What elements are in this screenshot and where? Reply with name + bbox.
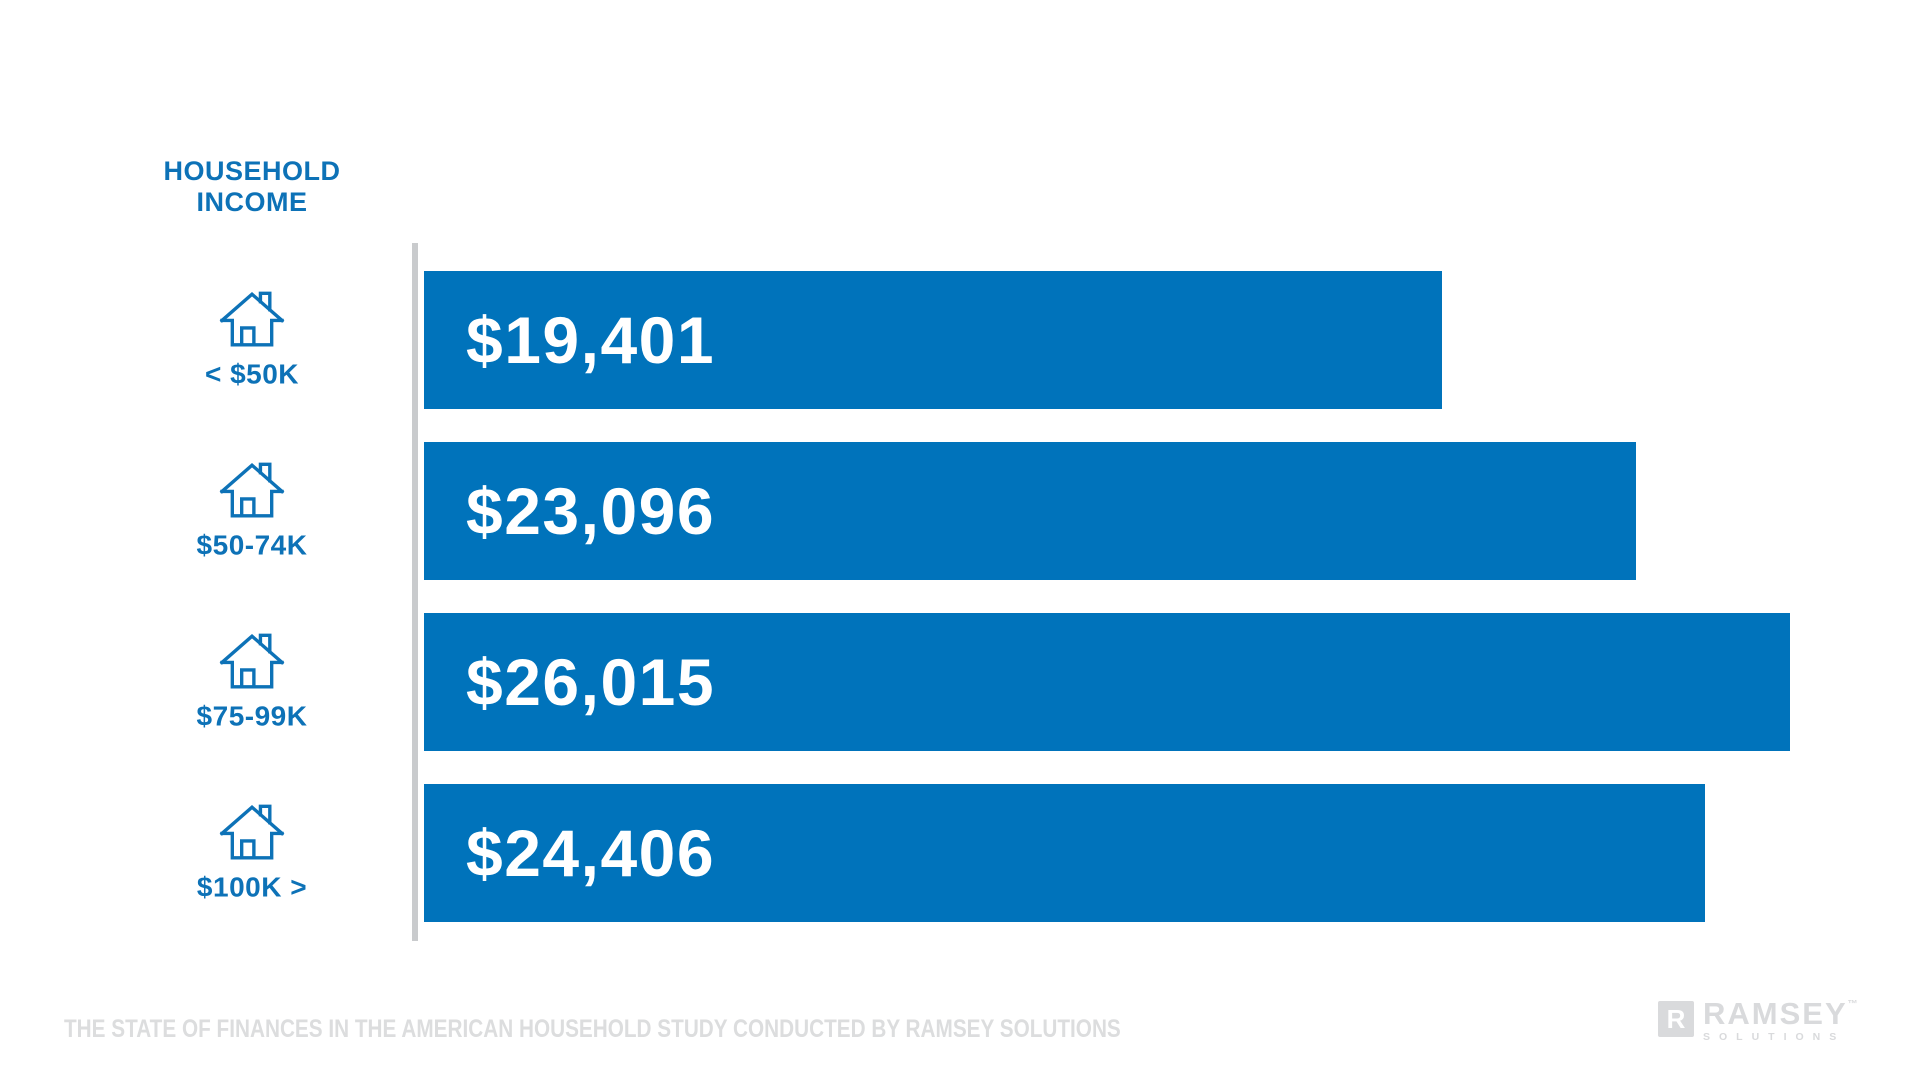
logo-brand-text: RAMSEY™: [1703, 996, 1858, 1031]
bar-value-label: $23,096: [466, 474, 716, 548]
bar-value-label: $26,015: [466, 645, 716, 719]
bar-value-label: $24,406: [466, 816, 716, 890]
bar: $26,015: [424, 613, 1790, 751]
bar: $24,406: [424, 784, 1705, 922]
chart-row: $50-74K $23,096: [0, 442, 1920, 580]
category-label-group: $75-99K: [160, 632, 344, 733]
chart-row: < $50K $19,401: [0, 271, 1920, 409]
bar: $23,096: [424, 442, 1636, 580]
category-label-group: $50-74K: [160, 461, 344, 562]
trademark-symbol: ™: [1847, 999, 1858, 1010]
house-icon: [219, 804, 285, 860]
bar-value-label: $19,401: [466, 303, 716, 377]
ramsey-solutions-logo: R RAMSEY™ SOLUTIONS: [1658, 996, 1858, 1044]
chart-title: HOUSEHOLD INCOME: [163, 156, 341, 217]
y-axis-line: [412, 243, 418, 941]
ramsey-logo-mark: R: [1658, 1001, 1694, 1037]
logo-text: RAMSEY™ SOLUTIONS: [1703, 996, 1858, 1044]
bar: $19,401: [424, 271, 1442, 409]
category-label: < $50K: [204, 358, 300, 390]
house-icon: [219, 291, 285, 347]
category-label-group: $100K >: [160, 803, 344, 904]
category-label: $100K >: [196, 871, 308, 903]
category-label: $50-74K: [196, 529, 308, 561]
house-icon: [219, 462, 285, 518]
source-attribution: THE STATE OF FINANCES IN THE AMERICAN HO…: [64, 1015, 1121, 1043]
logo-box-letter: R: [1666, 1003, 1686, 1034]
category-label: $75-99K: [196, 700, 308, 732]
house-icon: [219, 633, 285, 689]
logo-sub-text: SOLUTIONS: [1703, 1031, 1846, 1044]
bar-chart: < $50K $19,401 $50-74K $23,096: [0, 271, 1920, 955]
chart-row: $100K > $24,406: [0, 784, 1920, 922]
category-label-group: < $50K: [160, 290, 344, 391]
chart-row: $75-99K $26,015: [0, 613, 1920, 751]
